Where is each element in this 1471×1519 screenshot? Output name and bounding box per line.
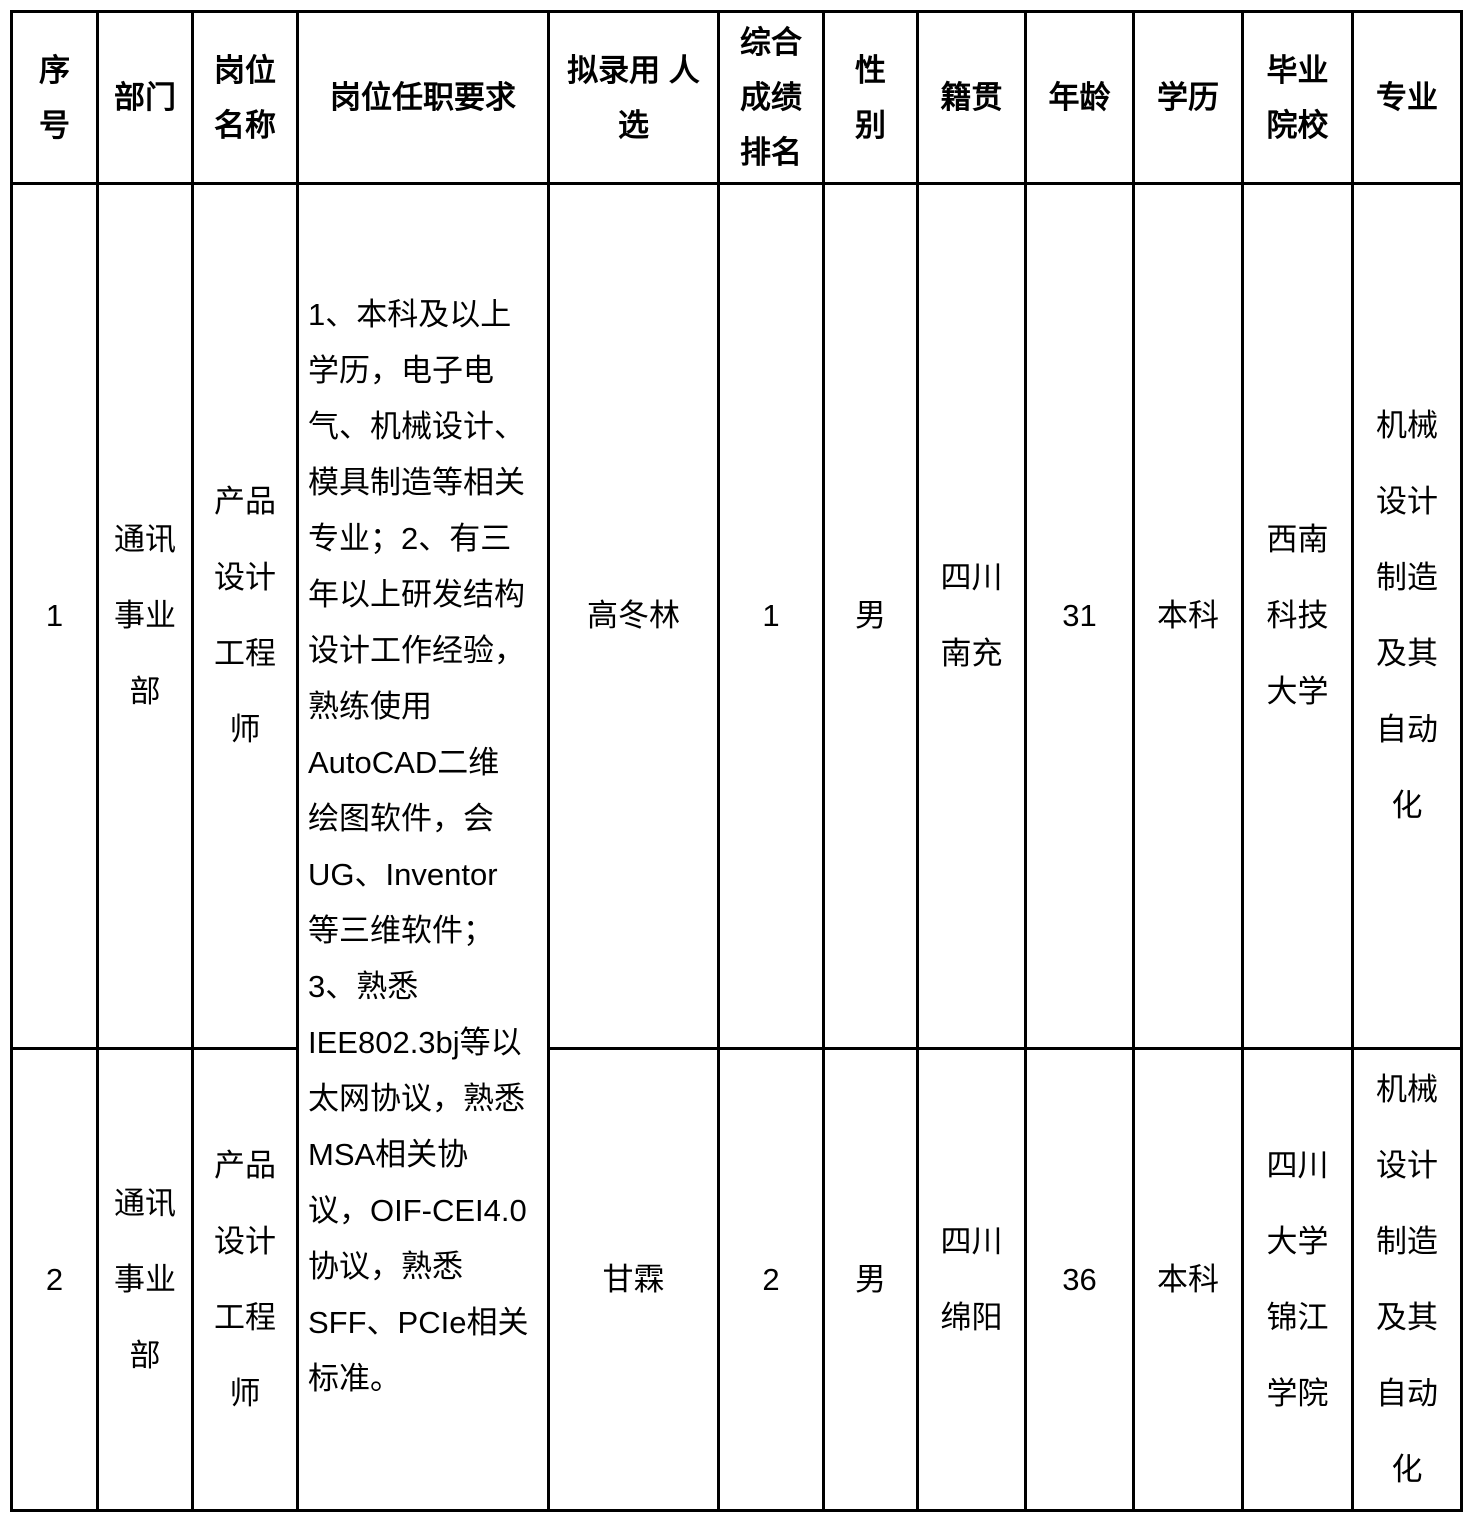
header-age: 年龄: [1024, 10, 1135, 185]
cell-major: 机械 设计 制造 及其 自动 化: [1351, 182, 1463, 1050]
cell-department: 通讯 事业 部: [96, 1047, 194, 1512]
cell-index: 1: [10, 182, 99, 1050]
header-position: 岗位 名称: [191, 10, 299, 185]
header-department: 部门: [96, 10, 194, 185]
cell-rank: 1: [717, 182, 825, 1050]
cell-native-place: 四川 南充: [916, 182, 1027, 1050]
cell-gender: 男: [822, 182, 919, 1050]
cell-candidate: 高冬林: [547, 182, 720, 1050]
cell-education: 本科: [1132, 1047, 1244, 1512]
cell-gender: 男: [822, 1047, 919, 1512]
header-index: 序 号: [10, 10, 99, 185]
header-education: 学历: [1132, 10, 1244, 185]
table-row: 2 通讯 事业 部 产品 设计 工程 师 甘霖 2 男 四川 绵阳 36 本科 …: [10, 1047, 1463, 1512]
cell-candidate: 甘霖: [547, 1047, 720, 1512]
header-school: 毕业 院校: [1241, 10, 1354, 185]
cell-index: 2: [10, 1047, 99, 1512]
cell-native-place: 四川 绵阳: [916, 1047, 1027, 1512]
cell-rank: 2: [717, 1047, 825, 1512]
cell-school: 西南 科技 大学: [1241, 182, 1354, 1050]
cell-department: 通讯 事业 部: [96, 182, 194, 1050]
table-row: 1 通讯 事业 部 产品 设计 工程 师 1、本科及以上 学历，电子电 气、机械…: [10, 182, 1463, 1512]
cell-age: 36: [1024, 1047, 1135, 1512]
header-requirements: 岗位任职要求: [296, 10, 550, 185]
header-candidate: 拟录用 人 选: [547, 10, 720, 185]
cell-major: 机械 设计 制造 及其 自动 化: [1351, 1047, 1463, 1512]
cell-requirements: 1、本科及以上 学历，电子电 气、机械设计、 模具制造等相关 专业；2、有三 年…: [296, 182, 550, 1512]
recruitment-table: 序 号 部门 岗位 名称 岗位任职要求 拟录用 人 选 综合 成绩 排名 性 别…: [10, 10, 1463, 1512]
cell-school: 四川 大学 锦江 学院: [1241, 1047, 1354, 1512]
header-gender: 性 别: [822, 10, 919, 185]
header-rank: 综合 成绩 排名: [717, 10, 825, 185]
cell-position: 产品 设计 工程 师: [191, 1047, 299, 1512]
header-row: 序 号 部门 岗位 名称 岗位任职要求 拟录用 人 选 综合 成绩 排名 性 别…: [10, 10, 1463, 185]
cell-education: 本科: [1132, 182, 1244, 1050]
cell-position: 产品 设计 工程 师: [191, 182, 299, 1050]
cell-age: 31: [1024, 182, 1135, 1050]
header-native-place: 籍贯: [916, 10, 1027, 185]
header-major: 专业: [1351, 10, 1463, 185]
